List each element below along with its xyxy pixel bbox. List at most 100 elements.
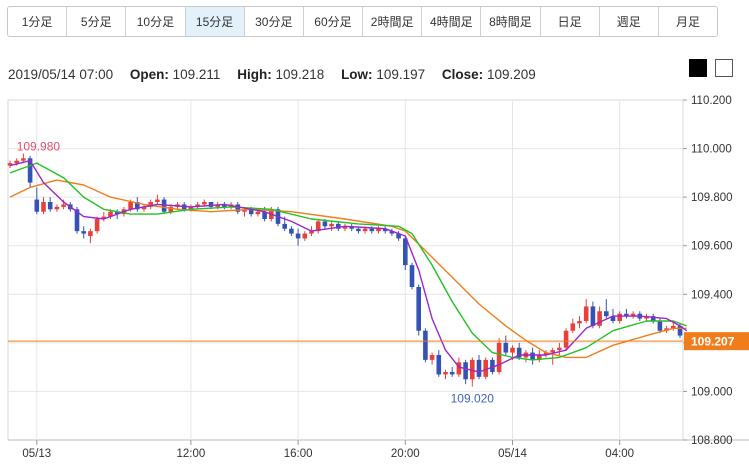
candle <box>289 226 294 236</box>
candle <box>463 359 468 385</box>
y-tick-label: 110.200 <box>691 95 732 107</box>
open-label: Open: <box>129 67 169 82</box>
timeframe-tab[interactable]: 5分足 <box>67 7 127 36</box>
candle-body <box>282 223 287 229</box>
dark-theme-button[interactable] <box>689 59 707 77</box>
candle <box>336 221 341 232</box>
low-label: Low: <box>341 67 373 82</box>
candle-body <box>657 321 663 331</box>
y-tick-label: 109.600 <box>691 241 733 253</box>
timeframe-tab[interactable]: 週足 <box>599 7 659 36</box>
candle <box>141 204 147 212</box>
candle-body <box>141 206 147 210</box>
candle-body <box>590 306 596 326</box>
candle-body <box>496 342 502 372</box>
candle <box>496 338 502 375</box>
candle-body <box>356 228 361 232</box>
candle <box>409 262 415 290</box>
candle-body <box>610 316 616 321</box>
candle <box>503 335 509 355</box>
candle <box>148 199 153 210</box>
timeframe-tab[interactable]: 日足 <box>540 7 600 36</box>
timeframe-tab[interactable]: 60分足 <box>303 7 364 36</box>
candle-body <box>443 372 448 375</box>
candle-body <box>161 199 167 212</box>
candle-body <box>671 325 676 329</box>
candle <box>302 231 308 241</box>
candle-body <box>456 362 462 375</box>
candle <box>470 357 475 387</box>
candle <box>47 197 53 212</box>
candle-body <box>202 202 207 205</box>
x-tick-label: 20:00 <box>391 448 420 460</box>
candle <box>389 228 395 236</box>
light-theme-button[interactable] <box>715 59 733 77</box>
candle <box>295 228 301 246</box>
timeframe-tab[interactable]: 30分足 <box>244 7 304 36</box>
candle-body <box>597 311 602 326</box>
candle-body <box>148 202 153 207</box>
candle-body <box>322 221 328 227</box>
candle-body <box>88 231 93 236</box>
candle <box>155 194 160 205</box>
candle-body <box>188 206 194 210</box>
candle <box>597 306 602 329</box>
candle-body <box>382 228 388 232</box>
timeframe-tab[interactable]: 月足 <box>658 7 717 36</box>
candle <box>449 367 455 377</box>
candle-body <box>74 209 80 232</box>
candle <box>21 153 26 164</box>
candle-body <box>530 352 535 360</box>
candle <box>617 311 622 324</box>
ma-short-line <box>9 160 688 373</box>
candle-body <box>550 350 555 353</box>
candle <box>315 219 321 234</box>
candle <box>429 352 435 365</box>
candle-body <box>543 352 549 355</box>
timeframe-tab[interactable]: 8時間足 <box>481 7 541 36</box>
candle <box>530 347 535 365</box>
current-price-label: 109.207 <box>691 335 735 349</box>
candle-body <box>342 226 348 229</box>
candle-body <box>483 359 488 377</box>
candle-body <box>94 219 100 232</box>
candle-body <box>262 211 267 219</box>
candle <box>403 236 408 270</box>
candle-body <box>409 265 415 287</box>
candle-body <box>114 211 120 215</box>
candle <box>570 318 576 334</box>
timeframe-tab[interactable]: 2時間足 <box>363 7 423 36</box>
candle <box>222 202 227 210</box>
timeframe-tab[interactable]: 1分足 <box>8 7 68 36</box>
candle <box>550 347 555 365</box>
candle-body <box>463 362 468 380</box>
candle-body <box>557 347 562 351</box>
candle-body <box>14 160 19 164</box>
high-annotation: 109.980 <box>17 139 61 153</box>
candle-body <box>369 228 375 232</box>
candle-body <box>677 325 683 336</box>
candle-body <box>289 228 294 234</box>
candle <box>590 301 596 329</box>
timeframe-tab[interactable]: 15分足 <box>185 7 245 36</box>
high-value: 109.218 <box>275 67 325 82</box>
candle <box>41 197 46 215</box>
timeframe-tab[interactable]: 10分足 <box>126 7 186 36</box>
candle <box>342 223 348 232</box>
candle-body <box>650 316 656 321</box>
candle <box>54 204 60 212</box>
candle-body <box>255 211 261 215</box>
candle-body <box>195 204 200 207</box>
candle <box>516 342 522 360</box>
candle <box>624 308 629 319</box>
candle <box>537 350 542 363</box>
candle-body <box>503 342 509 353</box>
timeframe-tab[interactable]: 4時間足 <box>422 7 482 36</box>
candle <box>7 160 13 168</box>
candle <box>543 350 549 358</box>
x-tick-label: 12:00 <box>177 448 206 460</box>
y-tick-label: 109.000 <box>691 386 733 398</box>
candle <box>650 313 656 324</box>
candle-body <box>403 238 408 266</box>
